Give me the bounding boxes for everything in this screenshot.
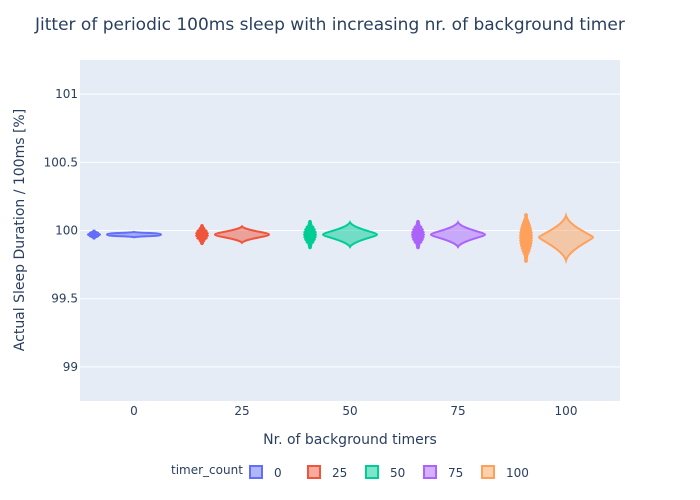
x-tick-labels: 0 25 50 75 100: [130, 404, 577, 418]
legend-title: timer_count: [171, 463, 243, 477]
x-tick-label: 50: [342, 404, 357, 418]
point-75: [413, 239, 423, 245]
y-tick-label: 100.5: [44, 155, 78, 169]
violin-0: [105, 230, 163, 239]
legend-label: 75: [448, 466, 463, 480]
violin-50: [321, 220, 379, 249]
violin-marks: [87, 211, 595, 265]
point-50: [305, 239, 315, 245]
legend-item-25: 25: [307, 465, 347, 480]
legend-item-75: 75: [423, 465, 463, 480]
legend-label: 100: [506, 466, 529, 480]
legend-label: 0: [274, 466, 282, 480]
legend-label: 50: [390, 466, 405, 480]
legend-item-50: 50: [365, 465, 405, 480]
legend-label: 25: [332, 466, 347, 480]
violin-75: [429, 220, 487, 249]
legend-swatch: [307, 465, 321, 479]
legend-swatch: [423, 465, 437, 479]
x-axis-title: Nr. of background timers: [263, 432, 437, 448]
point-100: [524, 258, 528, 263]
y-tick-label: 100: [55, 224, 78, 238]
violin-25: [213, 224, 271, 245]
point-75: [416, 244, 420, 250]
legend-swatch: [249, 465, 263, 479]
x-tick-label: 75: [450, 404, 465, 418]
legend-swatch: [481, 465, 495, 479]
legend: timer_count 0 25 50 75 100: [171, 463, 529, 480]
legend-item-100: 100: [481, 465, 529, 480]
chart-title: Jitter of periodic 100ms sleep with incr…: [34, 15, 625, 35]
x-tick-label: 100: [555, 404, 578, 418]
y-tick-label: 99.5: [51, 292, 78, 306]
point-50: [308, 244, 312, 250]
violin-100: [537, 211, 595, 265]
x-tick-label: 0: [130, 404, 138, 418]
legend-item-0: 0: [249, 465, 282, 480]
x-tick-label: 25: [234, 404, 249, 418]
y-tick-labels: 99 99.5 100 100.5 101: [44, 87, 78, 374]
y-tick-label: 99: [63, 360, 78, 374]
y-tick-label: 101: [55, 87, 78, 101]
y-axis-title: Actual Sleep Duration / 100ms [%]: [12, 109, 28, 351]
legend-swatch: [365, 465, 379, 479]
point-25: [200, 240, 204, 246]
point-0: [92, 234, 96, 240]
